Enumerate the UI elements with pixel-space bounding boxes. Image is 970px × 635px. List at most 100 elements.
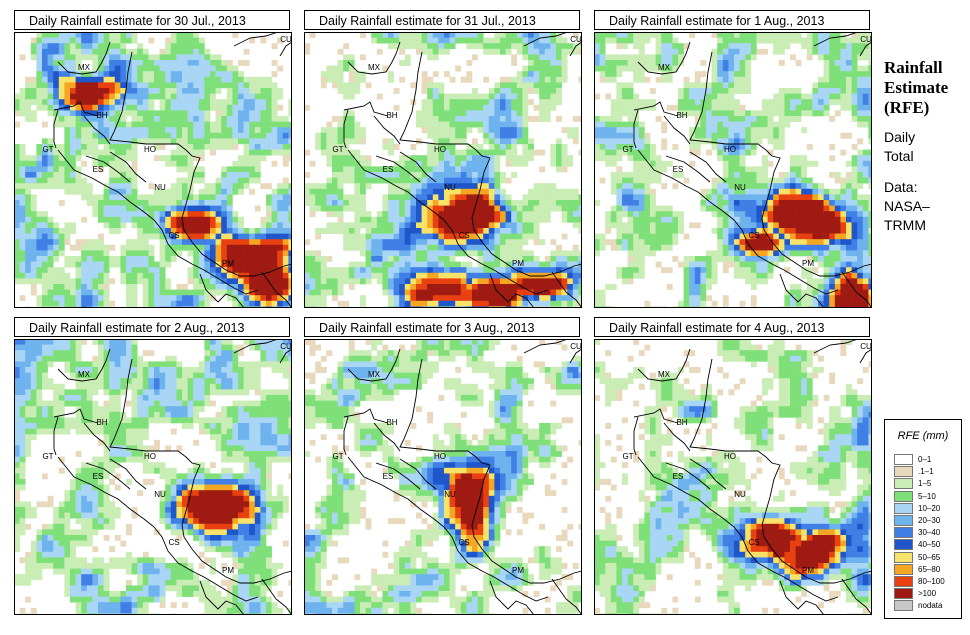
rain-cell: [722, 76, 729, 83]
rain-cell: [556, 250, 562, 257]
rain-cell: [86, 104, 93, 111]
rain-cell: [689, 110, 696, 117]
rain-cell: [159, 48, 166, 55]
rain-cell: [711, 132, 718, 139]
rain-cell: [64, 172, 71, 178]
rain-cell: [309, 183, 316, 190]
rain-cell: [271, 233, 278, 240]
rain-cell: [120, 71, 127, 78]
rain-cell: [404, 43, 411, 50]
rain-cell: [109, 188, 116, 195]
rain-cell: [165, 228, 172, 234]
rain-cell: [756, 127, 763, 134]
rain-cell: [131, 82, 138, 89]
rain-cell: [215, 228, 222, 234]
rain-cell: [98, 205, 104, 212]
rain-cell: [260, 300, 267, 307]
rain-cell: [159, 121, 166, 128]
rain-cell: [539, 183, 546, 190]
rain-cell: [868, 222, 872, 229]
rain-cell: [131, 144, 138, 150]
rain-cell: [829, 60, 836, 66]
rain-cell: [337, 144, 344, 150]
rain-cell: [282, 132, 289, 139]
rain-cell: [522, 121, 529, 128]
rain-cell: [243, 116, 250, 122]
rain-cell: [98, 295, 104, 302]
rain-cell: [477, 222, 484, 229]
rain-cell: [750, 211, 757, 218]
rain-cell: [348, 160, 355, 167]
rain-cell: [238, 88, 244, 94]
rain-cell: [846, 71, 852, 78]
rain-cell: [376, 272, 383, 279]
rain-cell: [187, 244, 194, 251]
rain-cell: [522, 110, 529, 117]
rain-cell: [271, 239, 278, 246]
rain-cell: [444, 228, 450, 234]
rain-cell: [277, 88, 284, 94]
rain-cell: [778, 239, 785, 246]
rain-cell: [818, 32, 824, 38]
rain-cell: [460, 188, 467, 195]
rain-cell: [627, 222, 634, 229]
rain-cell: [64, 166, 71, 173]
rain-cell: [511, 267, 518, 274]
rain-cell: [254, 110, 261, 117]
rain-cell: [58, 272, 65, 279]
rain-cell: [58, 121, 65, 128]
rain-cell: [204, 116, 211, 122]
rain-cell: [572, 222, 579, 229]
rain-cell: [610, 37, 617, 44]
rain-cell: [834, 200, 841, 206]
rain-cell: [320, 300, 327, 307]
rain-cell: [790, 188, 796, 195]
rain-cell: [644, 65, 651, 72]
rain-cell: [500, 48, 506, 55]
rain-cell: [483, 43, 490, 50]
rain-cell: [348, 244, 355, 251]
rain-cell: [337, 166, 344, 173]
rain-cell: [466, 239, 473, 246]
rain-cell: [717, 239, 724, 246]
rain-cell: [533, 284, 540, 290]
rain-cell: [137, 272, 144, 279]
rain-cell: [550, 71, 557, 78]
rain-cell: [661, 37, 668, 44]
rain-cell: [47, 261, 54, 268]
rain-cell: [572, 188, 579, 195]
rain-cell: [221, 256, 228, 262]
rain-cell: [700, 110, 707, 117]
rain-cell: [505, 205, 512, 212]
rain-cell: [176, 289, 183, 296]
rain-cell: [488, 289, 495, 296]
rain-cell: [254, 250, 261, 257]
rain-cell: [416, 138, 422, 145]
rain-cell: [42, 183, 48, 190]
rain-cell: [42, 88, 48, 94]
rain-cell: [232, 104, 239, 111]
rain-cell: [784, 121, 791, 128]
rain-cell: [610, 211, 617, 218]
rain-cell: [187, 149, 194, 156]
rain-cell: [120, 183, 127, 190]
rain-cell: [354, 211, 361, 218]
rain-cell: [868, 76, 872, 83]
rain-cell: [354, 121, 361, 128]
rain-cell: [516, 99, 523, 106]
rain-cell: [633, 211, 640, 218]
rain-cell: [81, 43, 88, 50]
rain-cell: [365, 155, 372, 162]
rain-cell: [511, 239, 518, 246]
rain-cell: [382, 261, 389, 268]
rain-cell: [862, 65, 869, 72]
rain-cell: [823, 194, 830, 201]
rain-cell: [75, 71, 82, 78]
rain-cell: [109, 222, 116, 229]
rain-cell: [131, 211, 138, 218]
rain-cell: [30, 82, 37, 89]
rain-cell: [204, 284, 211, 290]
rain-cell: [92, 99, 99, 106]
rain-cell: [103, 244, 110, 251]
rain-cell: [165, 295, 172, 302]
